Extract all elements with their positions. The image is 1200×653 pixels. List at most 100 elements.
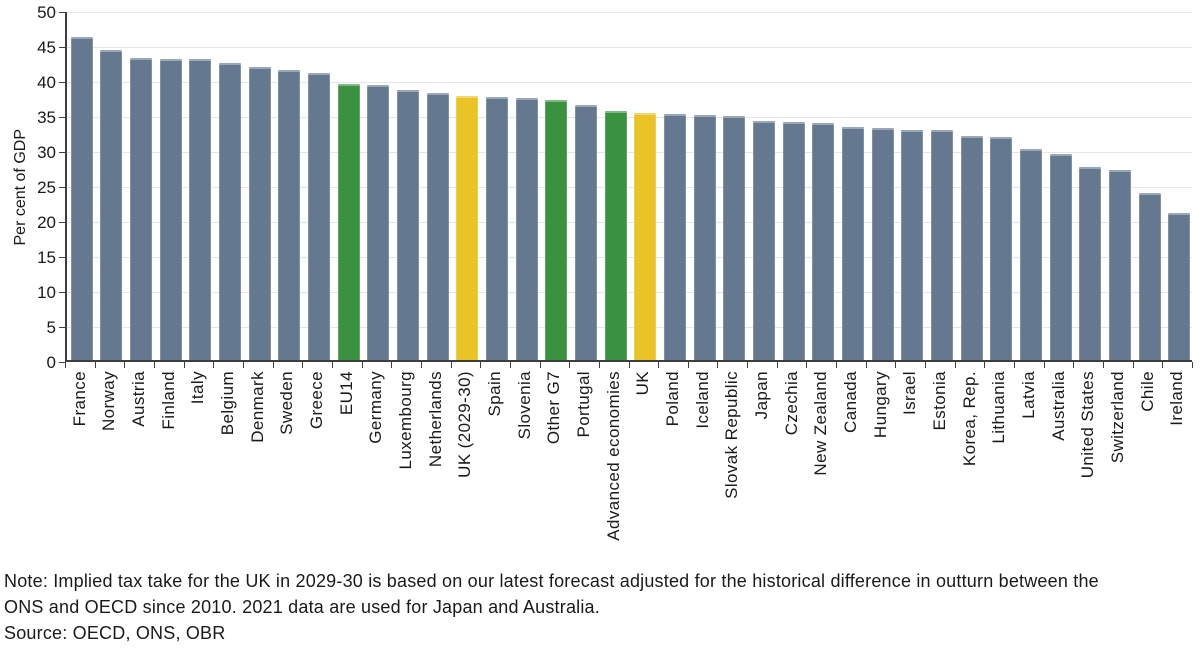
x-tick-mark-34 [1073,362,1075,368]
bar-korea-rep [960,136,983,360]
x-tick-mark-17 [569,362,571,368]
x-tick-mark-9 [331,362,333,368]
x-label-text: Norway [99,371,119,432]
bar-other-g7 [545,99,568,360]
y-tick-label-35: 35 [37,108,56,127]
x-label-text: Iceland [692,371,712,429]
x-label-text: Lithuania [989,371,1009,444]
bar-belgium [219,62,242,360]
x-label-united-states: United States [1073,371,1103,567]
x-tick-mark-33 [1043,362,1045,368]
x-label-text: Hungary [870,371,890,439]
x-label-text: Chile [1137,371,1157,412]
footnote-line-2: ONS and OECD since 2010. 2021 data are u… [4,597,600,617]
x-label-spain: Spain [480,371,510,567]
y-tick-mark-30 [59,152,65,153]
x-label-text: France [69,371,89,427]
x-tick-mark-21 [687,362,689,368]
x-label-text: United States [1078,371,1098,479]
y-tick-label-10: 10 [37,283,56,302]
x-tick-mark-14 [480,362,482,368]
x-label-ireland: Ireland [1162,371,1192,567]
x-label-hungary: Hungary [866,371,896,567]
x-tick-mark-24 [776,362,778,368]
x-label-text: Japan [751,371,771,420]
x-label-denmark: Denmark [243,371,273,567]
x-label-text: Canada [840,371,860,433]
x-label-portugal: Portugal [569,371,599,567]
x-label-chile: Chile [1133,371,1163,567]
y-tick-mark-5 [59,327,65,328]
x-label-text: Slovak Republic [722,371,742,499]
x-tick-mark-15 [509,362,511,368]
footnote-line-1: Note: Implied tax take for the UK in 202… [4,571,1099,591]
bar-japan [752,121,775,360]
x-tick-mark-19 [628,362,630,368]
y-tick-mark-10 [59,292,65,293]
bar-slovenia [515,98,538,360]
gridline-10 [67,292,1192,293]
bar-norway [100,49,123,360]
plot-area [65,12,1192,362]
x-label-slovenia: Slovenia [510,371,540,567]
x-tick-mark-29 [925,362,927,368]
bar-uk [634,112,657,360]
x-label-eu14: EU14 [332,371,362,567]
bar-lithuania [990,137,1013,360]
bar-canada [841,126,864,360]
x-label-iceland: Iceland [688,371,718,567]
x-tick-mark-18 [598,362,600,368]
x-label-uk: UK [629,371,659,567]
bar-advanced-economies [604,110,627,360]
x-label-israel: Israel [895,371,925,567]
gridline-40 [67,82,1192,83]
x-label-text: Other G7 [544,371,564,445]
x-label-text: Belgium [218,371,238,436]
x-tick-mark-6 [242,362,244,368]
gridline-50 [67,12,1192,13]
x-tick-mark-23 [747,362,749,368]
x-label-text: Greece [307,371,327,430]
x-label-text: Germany [366,371,386,444]
bar-spain [486,96,509,360]
x-tick-mark-27 [865,362,867,368]
y-tick-label-15: 15 [37,248,56,267]
x-label-text: Sweden [277,371,297,435]
bar-netherlands [426,93,449,360]
bar-estonia [930,130,953,360]
y-tick-label-50: 50 [37,3,56,22]
y-tick-mark-35 [59,117,65,118]
x-label-austria: Austria [124,371,154,567]
y-tick-mark-0 [59,362,65,363]
gridline-5 [67,327,1192,328]
x-label-text: UK (2029-30) [455,371,475,478]
x-tick-mark-36 [1132,362,1134,368]
y-tick-label-5: 5 [46,318,56,337]
bar-france [70,37,93,360]
x-label-switzerland: Switzerland [1103,371,1133,567]
gridline-45 [67,47,1192,48]
x-label-latvia: Latvia [1014,371,1044,567]
x-label-text: Luxembourg [396,371,416,470]
x-label-korea-rep: Korea, Rep. [955,371,985,567]
y-tick-mark-20 [59,222,65,223]
x-tick-mark-35 [1103,362,1105,368]
bar-uk-2029-30 [456,96,479,360]
x-label-netherlands: Netherlands [421,371,451,567]
bar-poland [663,113,686,360]
x-tick-mark-16 [539,362,541,368]
x-label-czechia: Czechia [777,371,807,567]
y-tick-label-0: 0 [46,353,56,372]
y-tick-label-40: 40 [37,73,56,92]
bar-switzerland [1108,170,1131,360]
x-label-uk-2029-30: UK (2029-30) [451,371,481,567]
x-label-text: Finland [158,371,178,430]
x-label-germany: Germany [362,371,392,567]
x-label-text: Spain [485,371,505,417]
x-label-belgium: Belgium [213,371,243,567]
y-tick-label-45: 45 [37,38,56,57]
x-tick-mark-1 [94,362,96,368]
x-label-text: Czechia [781,371,801,436]
x-label-finland: Finland [154,371,184,567]
